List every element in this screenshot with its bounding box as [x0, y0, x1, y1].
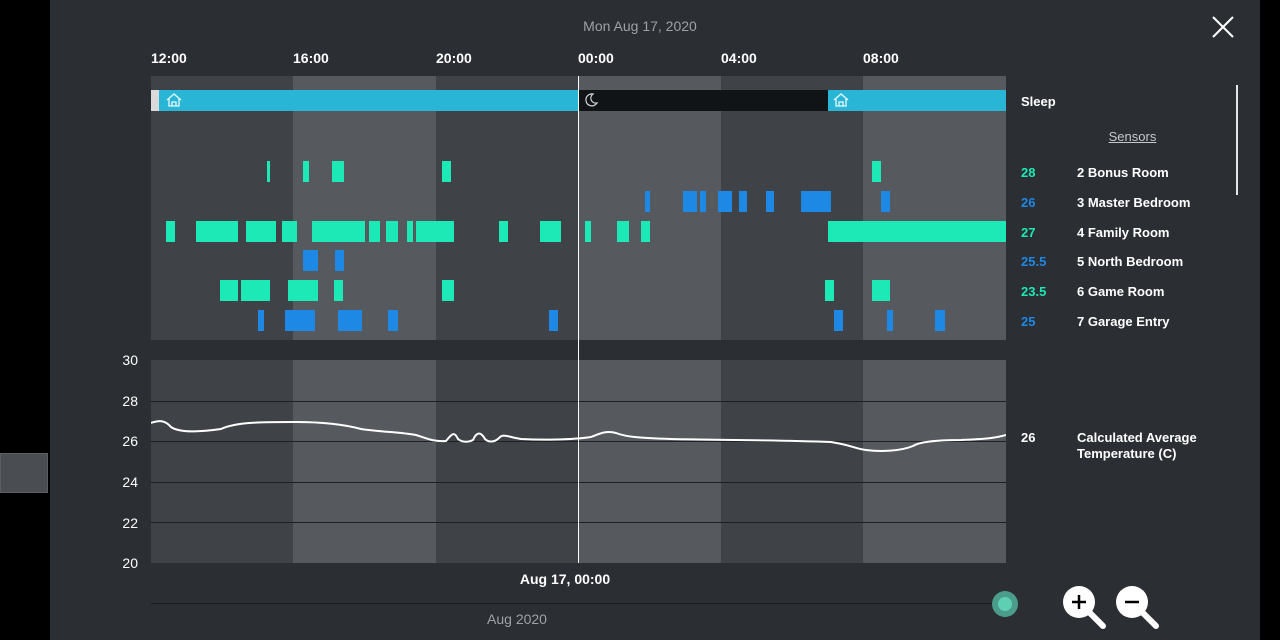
y-tick-label: 30 [122, 352, 138, 368]
sleep-segment-home[interactable] [828, 90, 1006, 111]
time-label-04: 04:00 [721, 50, 757, 66]
sensor-activity-bar [641, 221, 650, 242]
sensor-activity-bar [872, 280, 890, 301]
sensor-activity-bar [267, 161, 270, 182]
sensor-activity-bar [801, 191, 831, 212]
sensor-activity-bar [540, 221, 561, 242]
sensor-activity-bar [828, 221, 1006, 242]
sensor-name[interactable]: 6 Game Room [1077, 284, 1165, 299]
sensor-activity-bar [442, 161, 451, 182]
sensor-activity-bar [617, 221, 629, 242]
timeline-scrubber-handle[interactable] [992, 591, 1018, 617]
sensor-activity-bar [338, 310, 362, 331]
cursor-time-label: Aug 17, 00:00 [519, 571, 611, 587]
y-tick-label: 22 [122, 515, 138, 531]
right-background [1260, 0, 1280, 640]
sensor-value: 23.5 [1021, 284, 1047, 299]
sensor-activity-bar [220, 280, 238, 301]
time-band [293, 360, 436, 563]
sensor-value: 25.5 [1021, 254, 1047, 269]
sensor-name[interactable]: 7 Garage Entry [1077, 314, 1170, 329]
sensor-activity-bar [258, 310, 264, 331]
zoom-out-icon[interactable] [1110, 580, 1160, 630]
sensor-activity-bar [386, 221, 398, 242]
sensor-activity-bar [241, 280, 270, 301]
sensor-activity-bar [196, 221, 238, 242]
sensor-activity-bar [407, 221, 413, 242]
current-time-cursor[interactable] [578, 76, 579, 563]
time-label-16: 16:00 [293, 50, 329, 66]
sensor-activity-bar [887, 310, 893, 331]
sensor-activity-bar [282, 221, 297, 242]
sensor-value: 26 [1021, 195, 1036, 210]
sensor-activity-bar [683, 191, 697, 212]
time-label-12: 12:00 [151, 50, 187, 66]
sensor-activity-bar [246, 221, 276, 242]
sensor-name[interactable]: 2 Bonus Room [1077, 165, 1169, 180]
sensor-value: 27 [1021, 225, 1036, 240]
average-temperature-label: Calculated Average Temperature (C) [1077, 430, 1197, 461]
sensor-activity-bar [303, 250, 318, 271]
month-label: Aug 2020 [487, 611, 547, 627]
sensor-activity-bar [334, 280, 343, 301]
sensor-activity-bar [718, 191, 732, 212]
average-temperature-line [151, 420, 1006, 452]
sleep-segment-home[interactable] [159, 90, 578, 111]
time-label-20: 20:00 [436, 50, 472, 66]
sensor-name[interactable]: 4 Family Room [1077, 225, 1170, 240]
sensor-activity-bar [739, 191, 747, 212]
time-band [863, 360, 1006, 563]
sensor-activity-bar [303, 161, 309, 182]
y-tick-label: 28 [122, 393, 138, 409]
y-tick-label: 24 [122, 474, 138, 490]
sensor-activity-bar [416, 221, 454, 242]
sensor-activity-bar [332, 161, 344, 182]
close-icon[interactable] [1209, 13, 1237, 41]
timeline-scrubber-track[interactable] [151, 603, 1006, 604]
sensor-activity-bar [700, 191, 706, 212]
sensor-activity-bar [585, 221, 591, 242]
sleep-segment-unknown [151, 90, 159, 111]
sensor-list-scrollbar[interactable] [1236, 85, 1238, 195]
time-label-00: 00:00 [578, 50, 614, 66]
sensor-activity-bar [881, 191, 890, 212]
sensor-activity-bar [825, 280, 834, 301]
sensor-activity-bar [499, 221, 508, 242]
y-tick-label: 26 [122, 433, 138, 449]
sensor-activity-bar [288, 280, 318, 301]
sensor-activity-bar [766, 191, 774, 212]
y-tick-label: 20 [122, 555, 138, 571]
sleep-segment-sleep[interactable] [578, 90, 828, 111]
sensor-activity-bar [388, 310, 398, 331]
sensors-header-link[interactable]: Sensors [1108, 129, 1157, 144]
sensor-activity-bar [645, 191, 650, 212]
sleep-row-label: Sleep [1021, 94, 1056, 109]
moon-icon [585, 93, 599, 107]
sensor-activity-bar [335, 250, 344, 271]
scrubber-handle-dot [998, 597, 1012, 611]
sensor-value: 28 [1021, 165, 1036, 180]
sensor-activity-bar [549, 310, 558, 331]
sensor-activity-bar [369, 221, 380, 242]
sensor-activity-bar [442, 280, 454, 301]
zoom-in-icon[interactable] [1057, 580, 1107, 630]
home-icon [833, 93, 849, 107]
sensor-activity-bar [166, 221, 175, 242]
sensor-value: 25 [1021, 314, 1036, 329]
sensor-name[interactable]: 3 Master Bedroom [1077, 195, 1191, 210]
date-title: Mon Aug 17, 2020 [583, 18, 697, 34]
sensor-activity-bar [834, 310, 843, 331]
time-label-08: 08:00 [863, 50, 899, 66]
side-drawer-handle[interactable] [0, 453, 48, 493]
sensor-activity-bar [312, 221, 365, 242]
sensor-activity-bar [935, 310, 945, 331]
sensor-name[interactable]: 5 North Bedroom [1077, 254, 1184, 269]
time-band [578, 360, 721, 563]
home-icon [166, 93, 182, 107]
left-background [0, 0, 50, 640]
average-temperature-value: 26 [1021, 430, 1036, 445]
sensor-activity-bar [285, 310, 315, 331]
sensor-activity-bar [872, 161, 881, 182]
